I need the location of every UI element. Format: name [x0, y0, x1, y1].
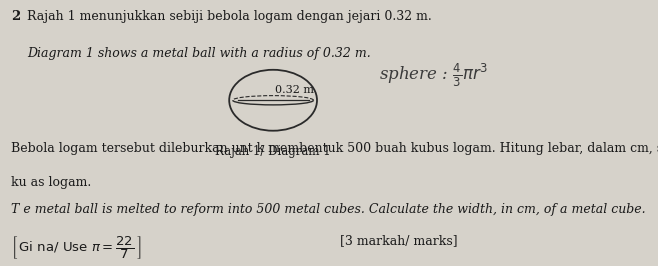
- Text: 2: 2: [11, 10, 20, 23]
- Text: 0.32 m: 0.32 m: [276, 85, 315, 95]
- Text: $\left[\,\mathrm{Gi\ na/\ Use\ }\pi = \dfrac{22}{7}\,\right]$: $\left[\,\mathrm{Gi\ na/\ Use\ }\pi = \d…: [11, 234, 141, 261]
- Text: Rajah 1 menunjukkan sebiji bebola logam dengan jejari 0.32 m.: Rajah 1 menunjukkan sebiji bebola logam …: [27, 10, 432, 23]
- Text: Diagram 1 shows a metal ball with a radius of 0.32 m.: Diagram 1 shows a metal ball with a radi…: [27, 47, 370, 60]
- Text: sphere : $\frac{4}{3}\pi r^3$: sphere : $\frac{4}{3}\pi r^3$: [380, 61, 489, 89]
- Text: ku as logam.: ku as logam.: [11, 176, 91, 189]
- Text: T e metal ball is melted to reform into 500 metal cubes. Calculate the width, in: T e metal ball is melted to reform into …: [11, 203, 645, 216]
- Text: Rajah 1/ Diagram 1: Rajah 1/ Diagram 1: [215, 145, 331, 158]
- Text: Bebola logam tersebut dileburkan unt k membentuk 500 buah kubus logam. Hitung le: Bebola logam tersebut dileburkan unt k m…: [11, 142, 658, 155]
- Text: [3 markah/ marks]: [3 markah/ marks]: [340, 234, 458, 247]
